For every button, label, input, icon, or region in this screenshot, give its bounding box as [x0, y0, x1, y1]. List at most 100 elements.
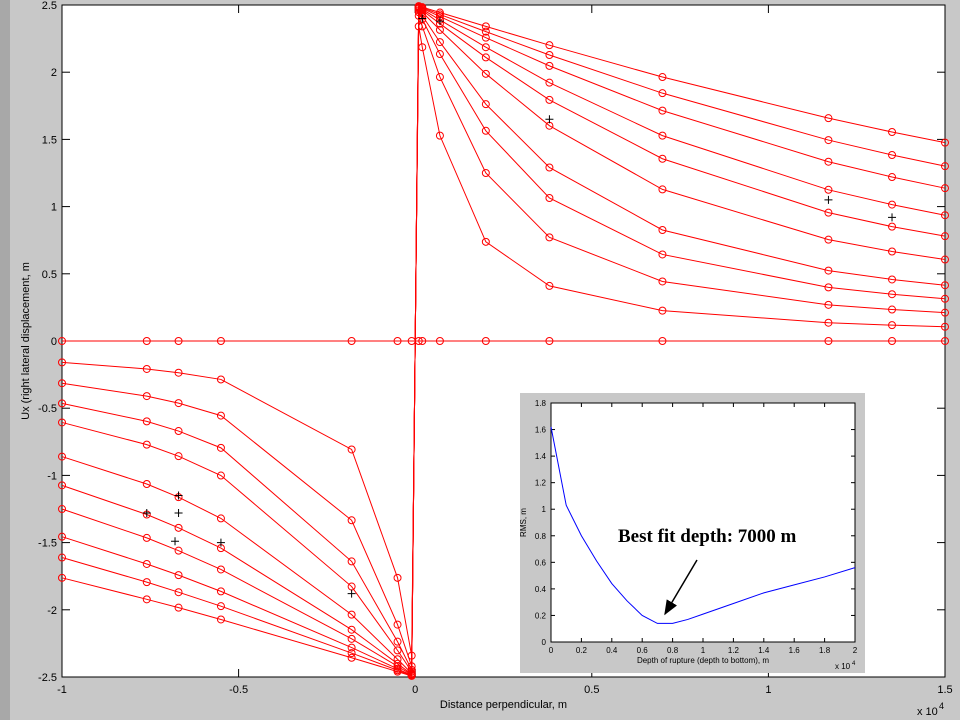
data-point: [58, 379, 66, 388]
data-point: [435, 8, 444, 17]
data-point: [481, 69, 490, 78]
data-point: [347, 634, 356, 643]
x-axis-label: Distance perpendicular, m: [440, 699, 567, 711]
data-point: [414, 337, 423, 345]
observed-point: [142, 509, 151, 518]
data-point: [888, 290, 897, 299]
y-tick-label: 0.6: [535, 558, 547, 567]
x-tick-label: 0: [549, 646, 554, 655]
inset-chart: 0 0.2 0.4 0.6 0.8 1 1.2 1.4 1.6 1.8 2 0 0.2 0.4 0.6 0.8…: [519, 399, 858, 671]
data-point: [393, 637, 402, 646]
observed-point: [888, 213, 897, 222]
data-point: [216, 587, 225, 596]
observed-point: [824, 195, 833, 204]
x-scale-exponent: 4: [852, 661, 856, 667]
data-point: [174, 452, 183, 461]
data-point: [407, 671, 416, 680]
data-point: [888, 150, 897, 159]
data-point: [481, 43, 490, 52]
data-point: [216, 411, 225, 420]
data-point: [58, 505, 66, 513]
data-point: [545, 163, 554, 172]
x-scale-exponent: 4: [939, 701, 944, 711]
observed-point: [418, 14, 427, 23]
data-point: [58, 452, 66, 461]
data-point: [393, 337, 402, 345]
data-point: [216, 615, 225, 624]
x-tick-label: -0.5: [229, 684, 248, 696]
y-tick-label: 1.8: [535, 399, 547, 408]
data-point: [58, 337, 66, 345]
data-point: [435, 50, 444, 59]
data-point: [824, 136, 833, 145]
y-tick-label: 1.2: [535, 479, 547, 488]
data-point: [824, 185, 833, 194]
data-point: [216, 565, 225, 574]
data-point: [174, 368, 183, 377]
observed-point: [435, 17, 444, 26]
x-tick-label: 1: [701, 646, 706, 655]
data-point: [142, 533, 151, 542]
data-point: [941, 211, 949, 220]
data-point: [142, 440, 151, 449]
data-point: [481, 126, 490, 135]
data-point: [824, 300, 833, 309]
data-point: [888, 305, 897, 314]
data-point: [58, 399, 66, 408]
data-point: [658, 154, 667, 163]
x-scale-label: x 10: [917, 706, 938, 718]
observed-point: [545, 115, 554, 124]
data-point: [658, 185, 667, 194]
data-point: [142, 392, 151, 401]
y-axis-label: Ux (right lateral displacement, m: [20, 262, 32, 420]
data-point: [941, 322, 949, 331]
data-point: [216, 375, 225, 384]
x-tick-label: 0.4: [606, 646, 618, 655]
x-tick-label: 0: [412, 684, 418, 696]
data-point: [941, 308, 949, 317]
data-point: [435, 73, 444, 82]
x-tick-label: 1.6: [789, 646, 801, 655]
data-point: [481, 33, 490, 42]
data-point: [545, 193, 554, 202]
data-point: [481, 22, 490, 31]
data-point: [658, 225, 667, 234]
data-point: [824, 235, 833, 244]
data-point: [824, 283, 833, 292]
data-point: [347, 516, 356, 525]
data-point: [888, 222, 897, 231]
curve: [61, 26, 946, 656]
data-point: [58, 573, 66, 582]
y-tick-label: -1.5: [38, 538, 57, 550]
x-tick-label: 0.8: [667, 646, 679, 655]
data-point: [658, 306, 667, 315]
window-edge: [0, 0, 10, 720]
y-axis-label: RMS, m: [519, 508, 528, 537]
curve: [61, 15, 946, 667]
data-point: [658, 131, 667, 140]
x-tick-label: 1.4: [758, 646, 770, 655]
y-tick-label: -2.5: [38, 672, 57, 684]
data-point: [347, 337, 356, 345]
y-tick-label: 1.4: [535, 452, 547, 461]
observed-point: [216, 538, 225, 547]
y-tick-label: 1: [51, 202, 57, 214]
curve: [61, 6, 946, 676]
data-point: [58, 532, 66, 541]
data-point: [824, 318, 833, 327]
data-point: [347, 649, 356, 658]
data-point: [941, 281, 949, 290]
y-tick-label: -0.5: [38, 403, 57, 415]
data-point: [941, 232, 949, 241]
curve: [550, 426, 856, 624]
data-point: [174, 427, 183, 436]
data-point: [888, 321, 897, 330]
y-tick-label: 2.5: [42, 0, 57, 12]
data-point: [824, 114, 833, 123]
data-point: [393, 667, 402, 676]
y-tick-label: -1: [47, 470, 57, 482]
data-point: [941, 337, 949, 345]
data-point: [481, 100, 490, 109]
data-point: [347, 625, 356, 634]
